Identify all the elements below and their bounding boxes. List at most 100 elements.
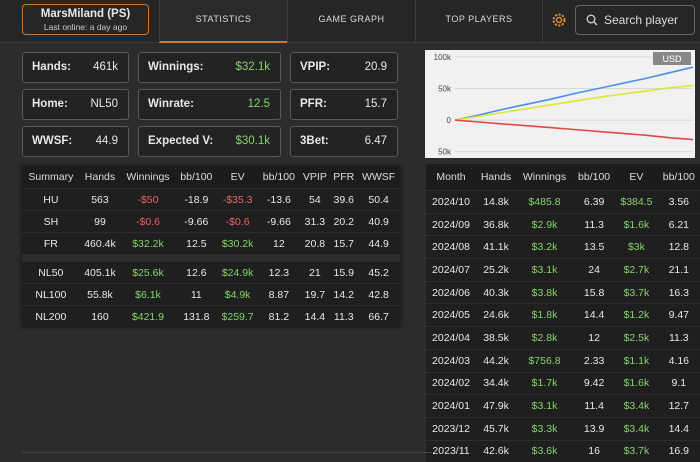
table-cell: $3.7k: [615, 280, 658, 304]
settings-icon[interactable]: [550, 11, 568, 29]
table-cell: 42.6k: [476, 439, 517, 462]
currency-label: USD: [662, 54, 682, 64]
table-cell: 81.2: [258, 305, 300, 327]
table-cell: -13.6: [258, 188, 300, 211]
table-cell: 36.8k: [476, 212, 517, 236]
table-row: 2024/07 25.2k $3.1k 24 $2.7k 21.1: [426, 258, 700, 282]
table-row: NL100 55.8k $6.1k 11 $4.9k 8.87 19.7 14.2 42.8: [22, 283, 400, 306]
table-cell: 41.1k: [476, 235, 517, 259]
table-cell: 14.4: [657, 416, 700, 441]
table-cell: $4.9k: [216, 283, 259, 306]
table-cell: -$0.6: [216, 210, 259, 233]
line-series: [454, 119, 694, 141]
stat-value: 15.7: [364, 98, 387, 110]
table-cell: 14.4: [572, 303, 616, 327]
table-cell: 54: [299, 188, 331, 211]
table-row: NL50 405.1k $25.6k 12.6 $24.9k 12.3 21 15.9 45.2: [22, 261, 400, 284]
table-row: 2024/08 41.1k $3.2k 13.5 $3k 12.8: [426, 235, 700, 259]
search-box[interactable]: Search player: [575, 5, 695, 35]
column-header: bb/100: [258, 166, 300, 189]
table-cell: 15.9: [330, 261, 358, 284]
table-row: 2024/06 40.3k $3.8k 15.8 $3.7k 16.3: [426, 280, 700, 304]
table-cell: 11: [175, 283, 217, 306]
table-cell: 12.7: [657, 394, 700, 418]
table-cell: 50.4: [357, 188, 400, 211]
tab[interactable]: TOP PLAYERS: [415, 0, 543, 43]
search-icon: [586, 14, 598, 26]
table-cell: 2024/06: [426, 280, 477, 304]
table-cell: 2024/02: [426, 371, 477, 395]
table-row: 2024/03 44.2k $756.8 2.33 $1.1k 4.16: [426, 348, 700, 372]
table-cell: $3.4k: [615, 394, 658, 418]
table-cell: 11.4: [572, 394, 616, 418]
last-online: Last online: a day ago: [43, 22, 128, 32]
line-series: [454, 84, 694, 121]
table-cell: 66.7: [357, 305, 400, 327]
table-cell: 16: [572, 439, 616, 462]
table-cell: 15.7: [330, 232, 358, 254]
table-cell: HU: [22, 188, 80, 211]
column-header: Summary: [22, 166, 80, 189]
table-cell: 24.6k: [476, 303, 517, 327]
table-cell: $2.8k: [516, 326, 573, 350]
table-cell: 25.2k: [476, 258, 517, 282]
table-cell: 12.8: [657, 235, 700, 259]
table-cell: 55.8k: [79, 283, 121, 306]
column-header: Hands: [79, 166, 121, 189]
table-cell: 40.9: [357, 210, 400, 233]
table-cell: NL100: [22, 283, 80, 306]
table-row: 2024/04 38.5k $2.8k 12 $2.5k 11.3: [426, 326, 700, 350]
table-cell: 38.5k: [476, 326, 517, 350]
table-cell: 42.8: [357, 283, 400, 306]
table-cell: 131.8: [175, 305, 217, 327]
table-cell: 2024/04: [426, 326, 477, 350]
table-cell: $421.9: [120, 305, 176, 327]
table-cell: 31.3: [299, 210, 331, 233]
table-cell: 8.87: [258, 283, 300, 306]
table-cell: $3.8k: [516, 280, 573, 304]
table-cell: $24.9k: [216, 261, 259, 284]
table-cell: 160: [79, 305, 121, 327]
player-box[interactable]: MarsMiland (PS) Last online: a day ago: [22, 4, 149, 35]
stat-value: 12.5: [247, 98, 270, 110]
y-tick-label: 100k: [434, 53, 452, 62]
table-cell: -$50: [120, 188, 176, 211]
table-cell: 9.47: [657, 303, 700, 327]
line-series: [454, 66, 694, 121]
tab[interactable]: STATISTICS: [159, 0, 287, 43]
table-cell: 16.9: [657, 439, 700, 462]
column-header: EV: [216, 166, 259, 189]
stat-card: WWSF: 44.9: [22, 126, 129, 157]
table-cell: 47.9k: [476, 394, 517, 418]
table-cell: $485.8: [516, 190, 573, 214]
table-cell: -18.9: [175, 188, 217, 211]
table-cell: $3.1k: [516, 258, 573, 282]
table-cell: $1.7k: [516, 371, 573, 395]
table-cell: $1.2k: [615, 303, 658, 327]
table-cell: $3.4k: [615, 416, 658, 441]
table-cell: $1.6k: [615, 212, 658, 236]
stat-label: PFR:: [300, 98, 327, 110]
stat-card: VPIP: 20.9: [290, 52, 398, 83]
table-row: 2024/05 24.6k $1.8k 14.4 $1.2k 9.47: [426, 303, 700, 327]
table-cell: 13.5: [572, 235, 616, 259]
stat-value: 461k: [93, 61, 118, 73]
column-header: Hands: [476, 164, 517, 191]
player-name: MarsMiland (PS): [40, 8, 131, 20]
stat-value: 20.9: [364, 61, 387, 73]
tab[interactable]: GAME GRAPH: [287, 0, 415, 43]
column-header: EV: [615, 164, 658, 191]
table-cell: 2024/07: [426, 258, 477, 282]
table-cell: 2024/09: [426, 212, 477, 236]
table-cell: NL50: [22, 261, 80, 284]
table-cell: 34.4k: [476, 371, 517, 395]
y-tick-label: 50k: [438, 85, 452, 94]
table-cell: 44.9: [357, 232, 400, 254]
table-cell: $3.1k: [516, 394, 573, 418]
table-row: NL200 160 $421.9 131.8 $259.7 81.2 14.4 11.3 66.…: [22, 305, 400, 327]
table-cell: 2023/11: [426, 439, 477, 462]
table-cell: 2024/10: [426, 190, 477, 214]
stat-label: WWSF:: [32, 135, 73, 147]
stat-label: VPIP:: [300, 61, 331, 73]
column-header: Winnings: [120, 166, 176, 189]
